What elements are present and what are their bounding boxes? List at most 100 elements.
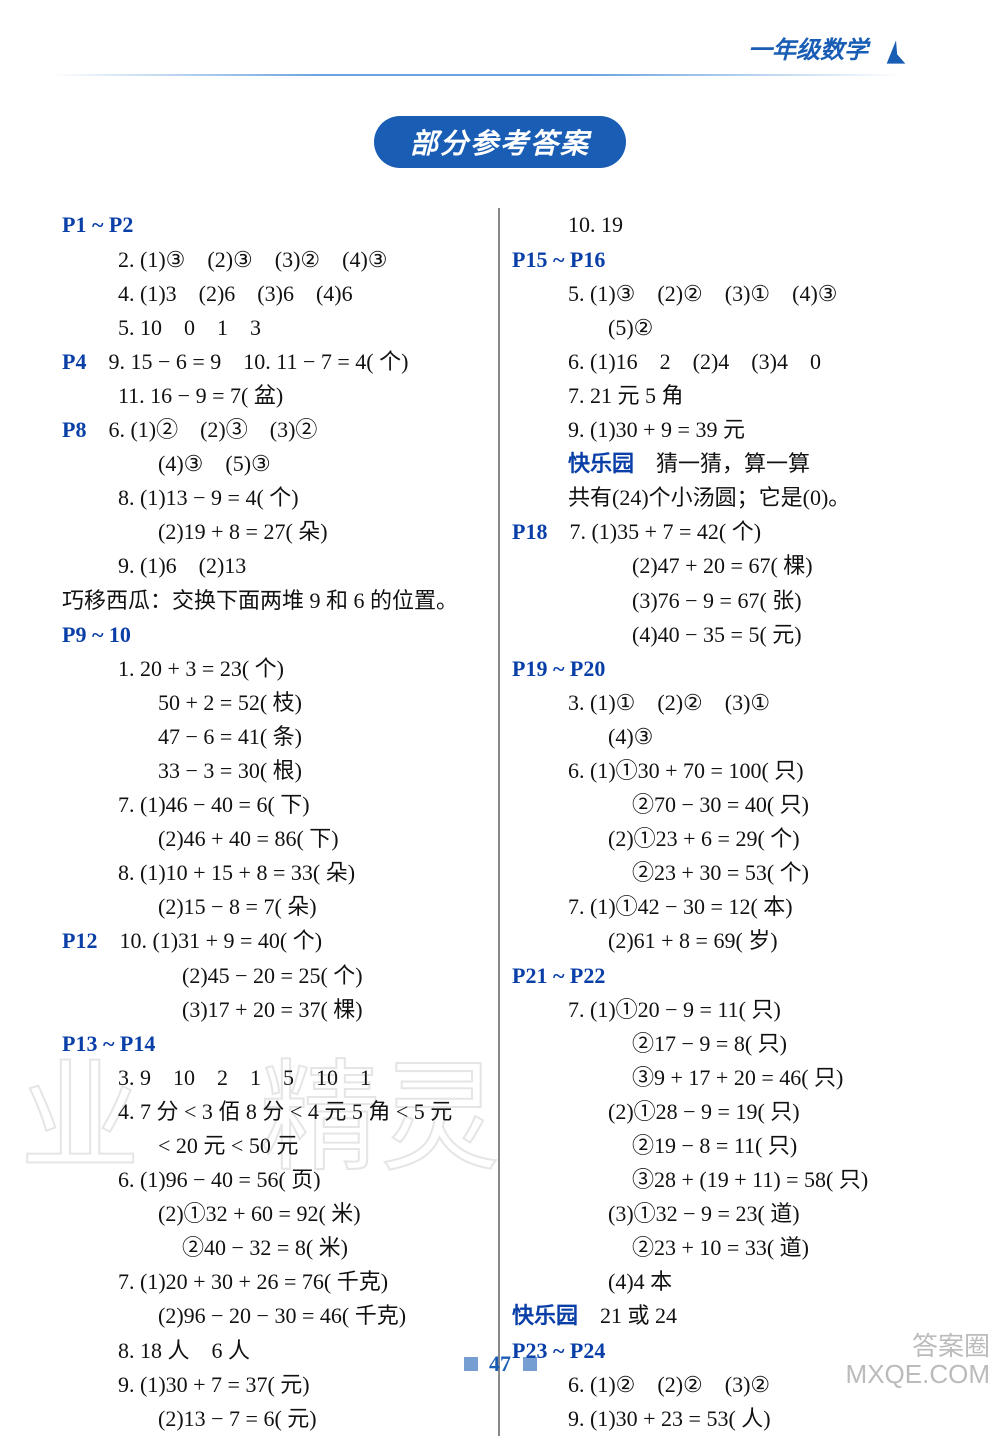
answer-line: (4)40 − 35 = 5( 元) xyxy=(512,618,938,652)
answer-line: 共有(24)个小汤圆；它是(0)。 xyxy=(512,481,938,515)
answer-line: ②17 − 9 = 8( 只) xyxy=(512,1027,938,1061)
answer-line: (3)76 − 9 = 67( 张) xyxy=(512,584,938,618)
answer-line: 3. 9 10 2 1 5 10 1 xyxy=(62,1061,486,1095)
right-column: 10. 19 P15 ~ P16 5. (1)③ (2)② (3)① (4)③(5)… xyxy=(500,208,950,1435)
page-title: 部分参考答案 xyxy=(374,116,626,168)
section-label: P1 ~ P2 xyxy=(62,212,133,237)
answer-line: (5)② xyxy=(512,311,938,345)
answer-line: 7. (1)①42 − 30 = 12( 本) xyxy=(512,890,938,924)
answer-line: 8. (1)13 − 9 = 4( 个) xyxy=(62,481,486,515)
corner-watermark: 答案圈 MXQE.COM xyxy=(846,1332,990,1389)
answer-line: (4)③ xyxy=(512,720,938,754)
section-heading: P9 ~ 10 xyxy=(62,618,486,652)
answer-line: ②40 − 32 = 8( 米) xyxy=(62,1231,486,1265)
answer-line: 5. 10 0 1 3 xyxy=(62,311,486,345)
section-heading: P19 ~ P20 xyxy=(512,652,938,686)
section-heading: P15 ~ P16 xyxy=(512,243,938,277)
answer-text: 21 或 24 xyxy=(578,1303,677,1328)
answer-line: 33 − 3 = 30( 根) xyxy=(62,754,486,788)
section-label: P15 ~ P16 xyxy=(512,247,605,272)
answer-line: (2)15 − 8 = 7( 朵) xyxy=(62,890,486,924)
answer-line: 7. (1)20 + 30 + 26 = 76( 千克) xyxy=(62,1265,486,1299)
answer-line: (2)61 + 8 = 69( 岁) xyxy=(512,924,938,958)
answer-line: 8. (1)10 + 15 + 8 = 33( 朵) xyxy=(62,856,486,890)
answer-line: 4. 7 分 < 3 佰 8 分 < 4 元 5 角 < 5 元 xyxy=(62,1095,486,1129)
answer-line: 9. (1)6 (2)13 xyxy=(62,549,486,583)
section-label: P18 xyxy=(512,519,547,544)
left-column: P1 ~ P2 2. (1)③ (2)③ (3)② (4)③4. (1)3 (2)… xyxy=(50,208,500,1435)
answer-line: 47 − 6 = 41( 条) xyxy=(62,720,486,754)
answer-text: 猜一猜，算一算 xyxy=(634,451,810,476)
answer-text: 7. (1)35 + 7 = 42( 个) xyxy=(547,519,761,544)
section-heading: P21 ~ P22 xyxy=(512,959,938,993)
answer-line: 11. 16 − 9 = 7( 盆) xyxy=(62,379,486,413)
answer-line: 3. (1)① (2)② (3)① xyxy=(512,686,938,720)
answer-line: (2)45 − 20 = 25( 个) xyxy=(62,959,486,993)
answer-line: 6. (1)16 2 (2)4 (3)4 0 xyxy=(512,345,938,379)
subheading: 快乐园 xyxy=(512,1303,578,1328)
section-label: P12 xyxy=(62,928,97,953)
page-number: 47 xyxy=(489,1351,511,1376)
answer-line: < 20 元 < 50 元 xyxy=(62,1129,486,1163)
answer-text: 10. (1)31 + 9 = 40( 个) xyxy=(97,928,322,953)
section-label: P19 ~ P20 xyxy=(512,656,605,681)
answer-line: P18 7. (1)35 + 7 = 42( 个) xyxy=(512,515,938,549)
answer-line: (2)46 + 40 = 86( 下) xyxy=(62,822,486,856)
answer-line: (2)13 − 7 = 6( 元) xyxy=(62,1402,486,1436)
answer-line: 巧移西瓜：交换下面两堆 9 和 6 的位置。 xyxy=(62,584,486,618)
answer-line: 1. 20 + 3 = 23( 个) xyxy=(62,652,486,686)
section-heading: P1 ~ P2 xyxy=(62,208,486,242)
answer-line: 7. 21 元 5 角 xyxy=(512,379,938,413)
answer-line: 7. (1)①20 − 9 = 11( 只) xyxy=(512,993,938,1027)
answer-line: (3)17 + 20 = 37( 棵) xyxy=(62,993,486,1027)
answer-line: 5. (1)③ (2)② (3)① (4)③ xyxy=(512,277,938,311)
answer-line: (4)4 本 xyxy=(512,1265,938,1299)
answer-line: ②19 − 8 = 11( 只) xyxy=(512,1129,938,1163)
answer-line: (2)①28 − 9 = 19( 只) xyxy=(512,1095,938,1129)
section-label: P13 ~ P14 xyxy=(62,1031,155,1056)
answer-line: 4. (1)3 (2)6 (3)6 (4)6 xyxy=(62,277,486,311)
subheading: 快乐园 xyxy=(568,451,634,476)
sail-icon xyxy=(882,38,910,66)
section-label: P8 xyxy=(62,417,86,442)
answer-line: 快乐园 21 或 24 xyxy=(512,1299,938,1333)
answer-line: (2)47 + 20 = 67( 棵) xyxy=(512,549,938,583)
answer-line: ②23 + 10 = 33( 道) xyxy=(512,1231,938,1265)
corner-watermark-line1: 答案圈 xyxy=(846,1332,990,1361)
answer-line: (3)①32 − 9 = 23( 道) xyxy=(512,1197,938,1231)
answer-line: ③28 + (19 + 11) = 58( 只) xyxy=(512,1163,938,1197)
answer-line: (4)③ (5)③ xyxy=(62,447,486,481)
answer-line: P8 6. (1)② (2)③ (3)② xyxy=(62,413,486,447)
answer-line: P12 10. (1)31 + 9 = 40( 个) xyxy=(62,924,486,958)
answer-line: ③9 + 17 + 20 = 46( 只) xyxy=(512,1061,938,1095)
page: 一年级数学 部分参考答案 P1 ~ P2 2. (1)③ (2)③ (3)② (4… xyxy=(0,0,1000,1399)
answer-line: ②23 + 30 = 53( 个) xyxy=(512,856,938,890)
section-label: P21 ~ P22 xyxy=(512,963,605,988)
header-text: 一年级数学 xyxy=(748,38,868,64)
answer-line: ②70 − 30 = 40( 只) xyxy=(512,788,938,822)
answer-line: 10. 19 xyxy=(512,208,938,242)
header: 一年级数学 xyxy=(50,30,950,66)
corner-watermark-line2: MXQE.COM xyxy=(846,1360,990,1389)
answer-line: 9. (1)30 + 23 = 53( 人) xyxy=(512,1402,938,1436)
answer-line: 6. (1)①30 + 70 = 100( 只) xyxy=(512,754,938,788)
answer-line: 7. (1)46 − 40 = 6( 下) xyxy=(62,788,486,822)
answer-line: (2)19 + 8 = 27( 朵) xyxy=(62,515,486,549)
section-label: P9 ~ 10 xyxy=(62,622,131,647)
columns: P1 ~ P2 2. (1)③ (2)③ (3)② (4)③4. (1)3 (2)… xyxy=(50,208,950,1435)
answer-line: 2. (1)③ (2)③ (3)② (4)③ xyxy=(62,243,486,277)
header-rule xyxy=(50,74,950,76)
answer-line: (2)①23 + 6 = 29( 个) xyxy=(512,822,938,856)
title-wrap: 部分参考答案 xyxy=(50,116,950,168)
answer-line: 快乐园 猜一猜，算一算 xyxy=(512,447,938,481)
section-label: P4 xyxy=(62,349,86,374)
answer-line: (2)①32 + 60 = 92( 米) xyxy=(62,1197,486,1231)
answer-line: (2)96 − 20 − 30 = 46( 千克) xyxy=(62,1299,486,1333)
footer-square-icon xyxy=(464,1357,478,1371)
answer-line: P4 9. 15 − 6 = 9 10. 11 − 7 = 4( 个) xyxy=(62,345,486,379)
answer-line: 6. (1)96 − 40 = 56( 页) xyxy=(62,1163,486,1197)
footer-square-icon xyxy=(523,1357,537,1371)
answer-line: 50 + 2 = 52( 枝) xyxy=(62,686,486,720)
answer-line: 9. (1)30 + 9 = 39 元 xyxy=(512,413,938,447)
section-heading: P13 ~ P14 xyxy=(62,1027,486,1061)
